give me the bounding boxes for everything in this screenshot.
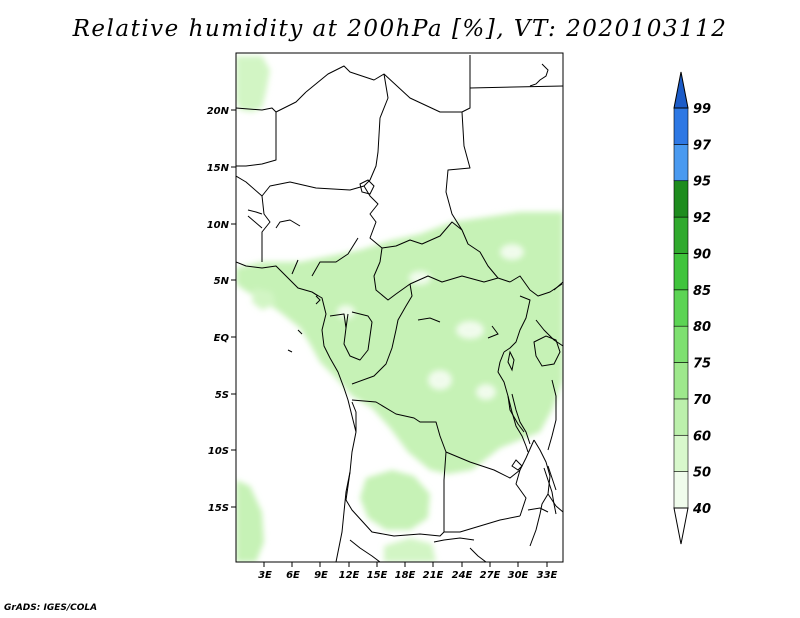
lat-label: 10N xyxy=(207,220,230,231)
lat-label: 10S xyxy=(208,446,229,457)
lake-chad xyxy=(359,179,375,195)
humidity-area-south xyxy=(360,470,430,530)
colorbar-label: 85 xyxy=(693,284,711,299)
colorbar-label: 40 xyxy=(692,502,711,517)
colorbar: 40 50 60 70 75 80 85 90 92 95 97 99 xyxy=(673,71,712,545)
humidity-shading xyxy=(236,56,563,562)
colorbar-box xyxy=(673,144,689,182)
map-frame xyxy=(235,52,564,563)
colorbar-label: 80 xyxy=(693,320,711,335)
humidity-area-westpatch xyxy=(252,288,276,310)
colorbar-label: 50 xyxy=(693,466,711,481)
humidity-gaps xyxy=(337,244,524,400)
colorbar-box xyxy=(673,471,689,509)
colorbar-label: 70 xyxy=(693,393,711,408)
lon-label: 30E xyxy=(508,570,529,581)
lat-label: EQ xyxy=(214,333,230,344)
lon-label: 15E xyxy=(367,570,388,581)
latitude-axis: 20N 15N 10N 5N EQ 5S 10S 15S xyxy=(207,106,236,514)
colorbar-top-arrow xyxy=(673,71,689,109)
colorbar-box xyxy=(673,362,689,400)
lake-victoria xyxy=(533,335,561,367)
lat-label: 5N xyxy=(214,276,230,287)
lakes xyxy=(287,63,561,515)
page-title: Relative humidity at 200hPa [%], VT: 202… xyxy=(72,16,728,42)
lon-label: 21E xyxy=(423,570,444,581)
colorbar-box xyxy=(673,107,689,145)
colorbar-box xyxy=(673,216,689,254)
lat-label: 15S xyxy=(208,503,229,514)
lon-label: 18E xyxy=(395,570,416,581)
lake-malawi xyxy=(543,467,557,515)
lon-label: 24E xyxy=(452,570,473,581)
colorbar-box xyxy=(673,180,689,218)
country-borders xyxy=(236,55,563,562)
lon-label: 33E xyxy=(537,570,558,581)
lon-label: 9E xyxy=(314,570,328,581)
colorbar-box xyxy=(673,253,689,291)
coastline-west xyxy=(236,261,357,562)
lat-label: 20N xyxy=(207,106,230,117)
humidity-area-southcentral xyxy=(384,538,436,562)
colorbar-labels: 40 50 60 70 75 80 85 90 92 95 97 99 xyxy=(692,102,712,517)
colorbar-box xyxy=(673,289,689,327)
humidity-area-central xyxy=(236,212,563,474)
longitude-axis: 3E 6E 9E 12E 15E 18E 21E 24E 27E 30E 33E xyxy=(258,562,558,581)
colorbar-box xyxy=(673,398,689,436)
colorbar-bottom-arrow xyxy=(673,507,689,545)
humidity-area-north xyxy=(236,56,270,112)
lon-label: 3E xyxy=(258,570,272,581)
colorbar-boxes xyxy=(673,107,689,509)
colorbar-label: 60 xyxy=(693,429,711,444)
lon-label: 27E xyxy=(480,570,501,581)
colorbar-label: 95 xyxy=(693,175,711,190)
lon-label: 12E xyxy=(339,570,360,581)
colorbar-box xyxy=(673,434,689,472)
lake-tanganyika xyxy=(507,395,529,453)
lon-label: 6E xyxy=(286,570,300,581)
colorbar-label: 90 xyxy=(693,247,711,262)
humidity-area-southwest xyxy=(236,480,264,562)
lat-label: 5S xyxy=(215,390,229,401)
colorbar-label: 92 xyxy=(693,211,711,226)
colorbar-label: 99 xyxy=(693,102,711,117)
colorbar-label: 75 xyxy=(693,357,711,372)
lat-label: 15N xyxy=(207,163,230,174)
colorbar-label: 97 xyxy=(693,138,712,153)
lake-kivu xyxy=(507,350,515,372)
grads-credit: GrADS: IGES/COLA xyxy=(4,603,98,613)
colorbar-box xyxy=(673,325,689,363)
